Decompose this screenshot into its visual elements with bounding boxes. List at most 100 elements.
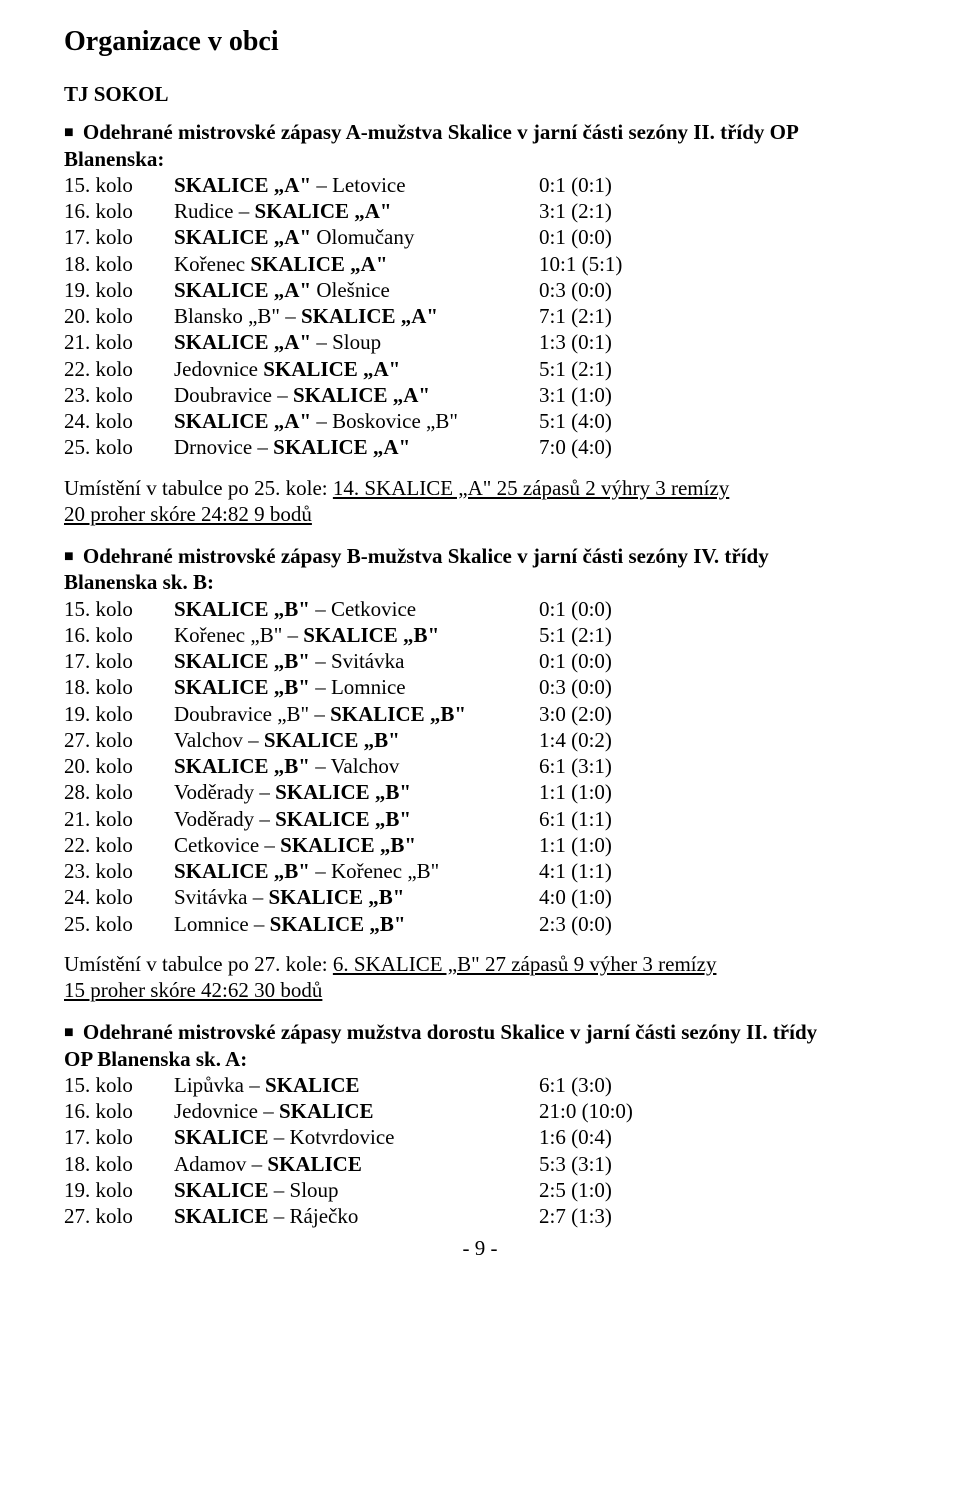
- match-score: 6:1 (3:0): [539, 1072, 612, 1098]
- page-number: - 9 -: [64, 1235, 896, 1261]
- match-teams: Doubravice – SKALICE „A": [174, 382, 539, 408]
- match-round: 15. kolo: [64, 596, 174, 622]
- match-teams: SKALICE „B" – Kořenec „B": [174, 858, 539, 884]
- match-teams: SKALICE „A" Olomučany: [174, 224, 539, 250]
- match-score: 0:1 (0:1): [539, 172, 612, 198]
- summary-a-line1: 14. SKALICE „A" 25 zápasů 2 výhry 3 remí…: [333, 476, 729, 500]
- match-round: 17. kolo: [64, 224, 174, 250]
- section-dorost-lead-line2: OP Blanenska sk. A:: [64, 1046, 896, 1072]
- match-round: 16. kolo: [64, 1098, 174, 1124]
- match-round: 19. kolo: [64, 701, 174, 727]
- section-a-lead-text: Odehrané mistrovské zápasy A-mužstva Ska…: [83, 120, 799, 144]
- match-score: 0:1 (0:0): [539, 596, 612, 622]
- match-round: 19. kolo: [64, 1177, 174, 1203]
- match-round: 16. kolo: [64, 198, 174, 224]
- summary-a-line2: 20 proher skóre 24:82 9 bodů: [64, 502, 312, 526]
- match-teams: SKALICE „A" Olešnice: [174, 277, 539, 303]
- match-score: 1:4 (0:2): [539, 727, 612, 753]
- section-dorost-lead: ■ Odehrané mistrovské zápasy mužstva dor…: [64, 1019, 896, 1045]
- match-round: 21. kolo: [64, 806, 174, 832]
- match-teams: Lomnice – SKALICE „B": [174, 911, 539, 937]
- section-b-lead-line2: Blanenska sk. B:: [64, 569, 896, 595]
- match-teams: Doubravice „B" – SKALICE „B": [174, 701, 539, 727]
- match-score: 4:0 (1:0): [539, 884, 612, 910]
- match-row: 21. koloSKALICE „A" – Sloup1:3 (0:1): [64, 329, 896, 355]
- match-round: 20. kolo: [64, 753, 174, 779]
- match-teams: Cetkovice – SKALICE „B": [174, 832, 539, 858]
- match-row: 19. koloSKALICE „A" Olešnice0:3 (0:0): [64, 277, 896, 303]
- match-row: 27. koloValchov – SKALICE „B"1:4 (0:2): [64, 727, 896, 753]
- match-row: 16. koloJedovnice – SKALICE21:0 (10:0): [64, 1098, 896, 1124]
- match-row: 20. koloBlansko „B" – SKALICE „A"7:1 (2:…: [64, 303, 896, 329]
- match-score: 5:1 (2:1): [539, 356, 612, 382]
- match-score: 1:3 (0:1): [539, 329, 612, 355]
- match-teams: Rudice – SKALICE „A": [174, 198, 539, 224]
- summary-b-prefix: Umístění v tabulce po 27. kole:: [64, 952, 333, 976]
- section-b-lead-text: Odehrané mistrovské zápasy B-mužstva Ska…: [83, 544, 769, 568]
- match-score: 3:1 (1:0): [539, 382, 612, 408]
- match-round: 22. kolo: [64, 832, 174, 858]
- match-teams: SKALICE „B" – Svitávka: [174, 648, 539, 674]
- match-score: 5:1 (2:1): [539, 622, 612, 648]
- match-row: 19. koloSKALICE – Sloup2:5 (1:0): [64, 1177, 896, 1203]
- match-teams: SKALICE – Kotvrdovice: [174, 1124, 539, 1150]
- match-row: 25. koloLomnice – SKALICE „B"2:3 (0:0): [64, 911, 896, 937]
- match-round: 15. kolo: [64, 172, 174, 198]
- match-teams: SKALICE „A" – Boskovice „B": [174, 408, 539, 434]
- club-name: TJ SOKOL: [64, 81, 896, 107]
- match-score: 2:7 (1:3): [539, 1203, 612, 1229]
- match-row: 18. koloKořenec SKALICE „A"10:1 (5:1): [64, 251, 896, 277]
- match-round: 18. kolo: [64, 1151, 174, 1177]
- match-row: 28. koloVoděrady – SKALICE „B"1:1 (1:0): [64, 779, 896, 805]
- section-dorost-matches: 15. koloLipůvka – SKALICE6:1 (3:0)16. ko…: [64, 1072, 896, 1230]
- match-score: 1:6 (0:4): [539, 1124, 612, 1150]
- section-b-matches: 15. koloSKALICE „B" – Cetkovice0:1 (0:0)…: [64, 596, 896, 937]
- match-row: 25. koloDrnovice – SKALICE „A"7:0 (4:0): [64, 434, 896, 460]
- match-round: 23. kolo: [64, 382, 174, 408]
- match-score: 2:3 (0:0): [539, 911, 612, 937]
- match-round: 25. kolo: [64, 434, 174, 460]
- section-dorost-lead-text: Odehrané mistrovské zápasy mužstva doros…: [83, 1020, 817, 1044]
- match-round: 21. kolo: [64, 329, 174, 355]
- match-score: 0:3 (0:0): [539, 674, 612, 700]
- bullet-icon: ■: [64, 123, 74, 143]
- bullet-icon: ■: [64, 1023, 74, 1043]
- match-round: 20. kolo: [64, 303, 174, 329]
- section-b: ■ Odehrané mistrovské zápasy B-mužstva S…: [64, 543, 896, 1003]
- summary-b-line2: 15 proher skóre 42:62 30 bodů: [64, 978, 322, 1002]
- match-row: 23. koloSKALICE „B" – Kořenec „B"4:1 (1:…: [64, 858, 896, 884]
- match-row: 24. koloSKALICE „A" – Boskovice „B"5:1 (…: [64, 408, 896, 434]
- match-round: 18. kolo: [64, 674, 174, 700]
- match-row: 15. koloSKALICE „A" – Letovice0:1 (0:1): [64, 172, 896, 198]
- section-a-lead: ■ Odehrané mistrovské zápasy A-mužstva S…: [64, 119, 896, 145]
- match-row: 17. koloSKALICE – Kotvrdovice1:6 (0:4): [64, 1124, 896, 1150]
- match-round: 19. kolo: [64, 277, 174, 303]
- summary-a-prefix: Umístění v tabulce po 25. kole:: [64, 476, 333, 500]
- match-teams: Valchov – SKALICE „B": [174, 727, 539, 753]
- bullet-icon: ■: [64, 547, 74, 567]
- match-score: 6:1 (3:1): [539, 753, 612, 779]
- section-b-lead: ■ Odehrané mistrovské zápasy B-mužstva S…: [64, 543, 896, 569]
- section-a: ■ Odehrané mistrovské zápasy A-mužstva S…: [64, 119, 896, 527]
- match-round: 17. kolo: [64, 1124, 174, 1150]
- match-teams: Kořenec SKALICE „A": [174, 251, 539, 277]
- match-round: 15. kolo: [64, 1072, 174, 1098]
- match-score: 2:5 (1:0): [539, 1177, 612, 1203]
- match-row: 22. koloCetkovice – SKALICE „B"1:1 (1:0): [64, 832, 896, 858]
- match-score: 3:1 (2:1): [539, 198, 612, 224]
- match-teams: Adamov – SKALICE: [174, 1151, 539, 1177]
- section-a-lead-line2: Blanenska:: [64, 146, 896, 172]
- match-row: 23. koloDoubravice – SKALICE „A"3:1 (1:0…: [64, 382, 896, 408]
- match-round: 28. kolo: [64, 779, 174, 805]
- match-round: 25. kolo: [64, 911, 174, 937]
- match-score: 7:0 (4:0): [539, 434, 612, 460]
- match-score: 10:1 (5:1): [539, 251, 622, 277]
- section-a-matches: 15. koloSKALICE „A" – Letovice0:1 (0:1)1…: [64, 172, 896, 461]
- match-score: 5:1 (4:0): [539, 408, 612, 434]
- match-score: 5:3 (3:1): [539, 1151, 612, 1177]
- match-teams: SKALICE „A" – Letovice: [174, 172, 539, 198]
- match-score: 0:1 (0:0): [539, 224, 612, 250]
- match-row: 21. koloVoděrady – SKALICE „B"6:1 (1:1): [64, 806, 896, 832]
- match-teams: SKALICE „B" – Valchov: [174, 753, 539, 779]
- match-round: 18. kolo: [64, 251, 174, 277]
